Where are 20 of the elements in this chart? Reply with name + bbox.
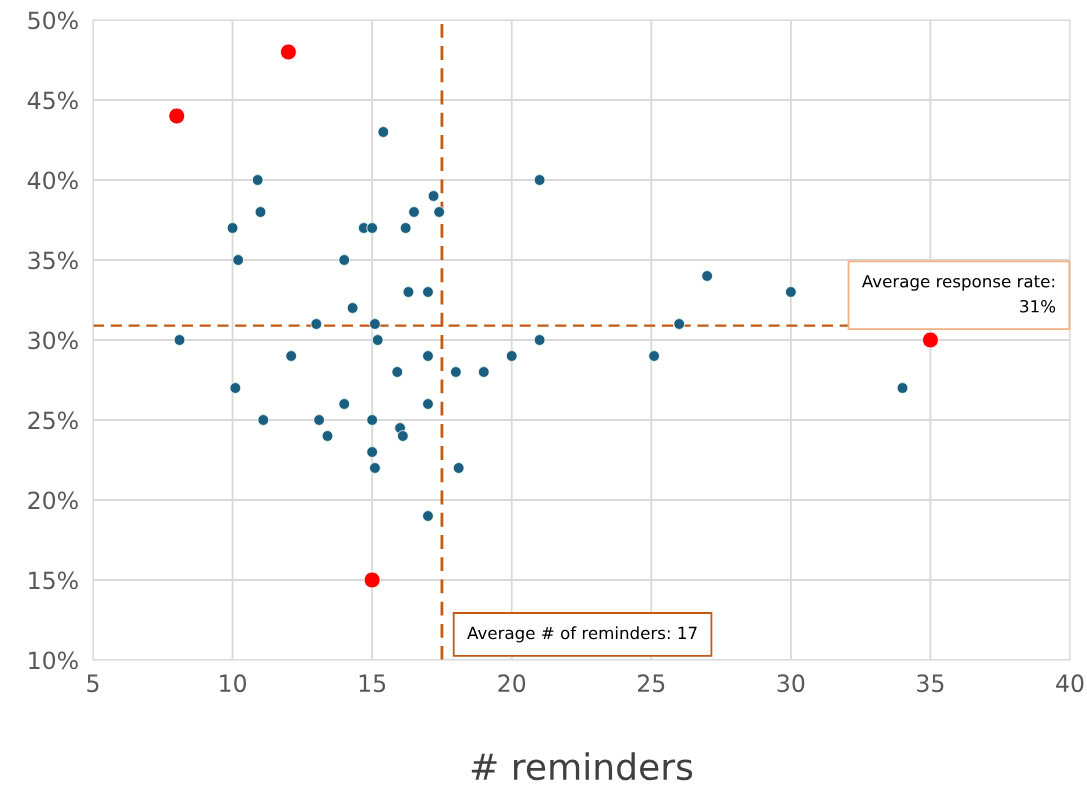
y-tick-label: 25% (28, 411, 78, 430)
y-tick-label: 40% (27, 171, 78, 190)
x-tick-label: 35 (917, 674, 944, 693)
y-tick-label: 20% (28, 491, 78, 510)
x-axis-title: # reminders (471, 752, 693, 781)
x-tick-label: 10 (220, 674, 247, 693)
y-tick-label: 45% (27, 91, 78, 110)
y-tick-label: 30% (28, 331, 78, 350)
x-tick-label: 15 (359, 674, 386, 693)
y-tick-label: 10% (29, 651, 78, 670)
ref-line-label: Average # of reminders: 17 (467, 626, 697, 643)
x-tick-label: 5 (87, 674, 99, 693)
x-tick-label: 40 (1056, 674, 1084, 693)
x-tick-label: 25 (637, 674, 665, 693)
ref-line-label: Average response rate: 31% (861, 275, 1056, 313)
y-tick-label: 35% (28, 251, 78, 270)
x-tick-label: 30 (777, 674, 805, 693)
y-tick-label: 15% (29, 571, 78, 590)
x-tick-label: 20 (498, 674, 526, 693)
y-tick-label: 50% (28, 11, 78, 30)
